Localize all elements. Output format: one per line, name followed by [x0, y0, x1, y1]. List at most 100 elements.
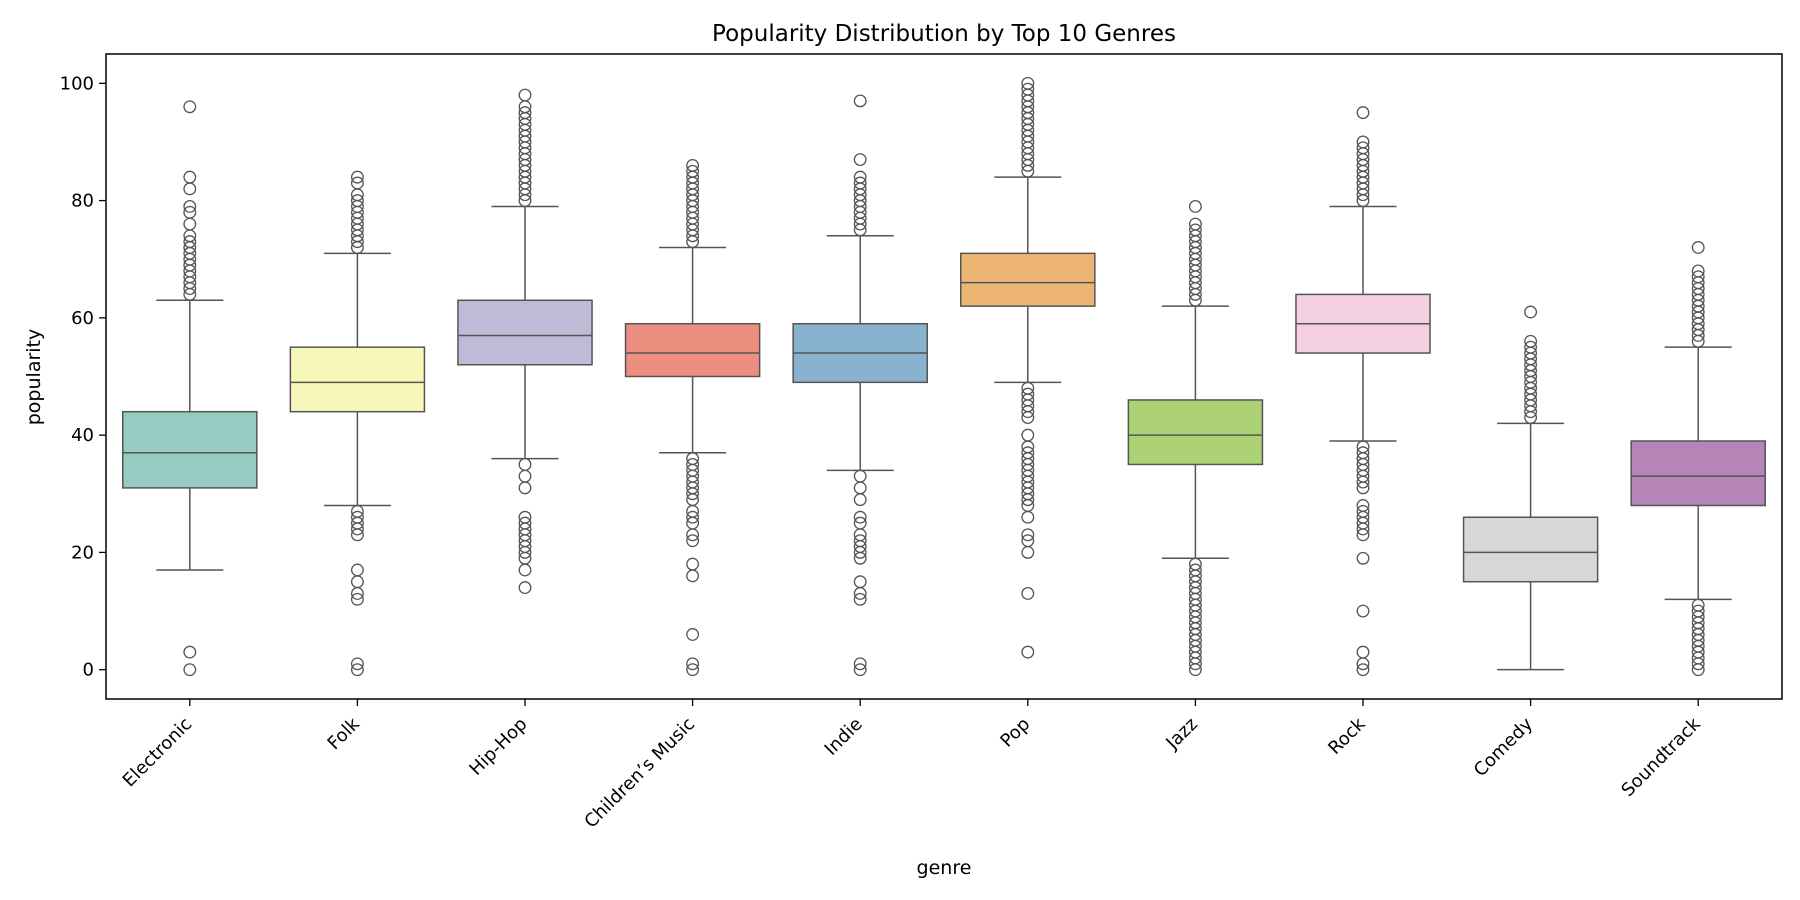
outlier-point-soundtrack	[1691, 598, 1705, 612]
outlier-point-indie	[853, 575, 867, 589]
outlier-point-comedy	[1524, 305, 1538, 319]
outlier-point-indie	[853, 176, 867, 190]
outlier-point-indie	[853, 534, 867, 548]
outlier-point-soundtrack	[1691, 264, 1705, 278]
outlier-point-electronic	[183, 235, 197, 249]
outlier-point-pop	[1021, 76, 1035, 90]
outlier-point-indie	[853, 592, 867, 606]
outlier-point-jazz	[1188, 200, 1202, 213]
outlier-point-hip-hop	[518, 563, 532, 577]
outlier-point-indie	[853, 481, 867, 495]
outlier-point-comedy	[1524, 340, 1538, 354]
outlier-point-indie	[853, 153, 867, 166]
outlier-point-pop	[1021, 587, 1035, 600]
outlier-point-indie	[853, 510, 867, 524]
y-tick-label: 80	[71, 191, 94, 212]
outlier-point-hip-hop	[518, 516, 532, 530]
outlier-point-folk	[350, 510, 364, 524]
outlier-point-children-s-music	[686, 663, 700, 677]
outlier-point-rock	[1356, 499, 1370, 512]
box-folk	[289, 346, 426, 413]
outlier-point-hip-hop	[518, 481, 532, 495]
outlier-point-rock	[1356, 141, 1370, 155]
outlier-point-soundtrack	[1691, 604, 1705, 618]
plot-area-frame	[105, 53, 1783, 700]
outlier-point-rock	[1356, 440, 1370, 454]
outlier-point-children-s-music	[686, 569, 700, 583]
x-tick-label-pop: Pop	[996, 714, 1034, 752]
outlier-point-jazz	[1188, 217, 1202, 231]
outlier-point-electronic	[183, 182, 197, 196]
outlier-point-indie	[853, 516, 867, 530]
y-tick-label: 60	[71, 308, 94, 329]
outlier-point-pop	[1021, 387, 1035, 401]
outlier-point-electronic	[183, 205, 197, 219]
outlier-point-folk	[350, 592, 364, 606]
outlier-point-hip-hop	[518, 106, 532, 120]
outlier-point-pop	[1021, 534, 1035, 548]
outlier-point-jazz	[1188, 223, 1202, 237]
outlier-point-folk	[350, 194, 364, 208]
outlier-point-indie	[853, 657, 867, 671]
outlier-point-electronic	[183, 663, 197, 677]
box-pop	[960, 252, 1096, 307]
outlier-point-rock	[1356, 663, 1370, 677]
x-tick-label-comedy: Comedy	[1470, 713, 1538, 781]
y-tick-label: 40	[71, 425, 94, 446]
outlier-point-folk	[350, 176, 364, 190]
outlier-point-hip-hop	[518, 581, 532, 595]
outlier-point-children-s-music	[686, 657, 700, 671]
x-tick-label-soundtrack: Soundtrack	[1617, 713, 1705, 801]
outlier-point-folk	[350, 563, 364, 577]
outlier-point-folk	[350, 504, 364, 518]
box-soundtrack	[1630, 440, 1766, 507]
outlier-point-pop	[1021, 528, 1035, 542]
outlier-point-children-s-music	[686, 628, 700, 641]
outlier-point-children-s-music	[686, 557, 700, 571]
outlier-point-jazz	[1188, 563, 1202, 577]
outlier-point-rock	[1356, 645, 1370, 659]
outlier-point-rock	[1356, 135, 1370, 149]
y-axis-label: popularity	[23, 329, 45, 426]
outlier-point-children-s-music	[686, 510, 700, 524]
outlier-point-pop	[1021, 381, 1035, 395]
outlier-point-soundtrack	[1691, 241, 1705, 254]
outlier-point-hip-hop	[518, 458, 532, 471]
outlier-point-children-s-music	[686, 158, 700, 172]
outlier-point-children-s-music	[686, 534, 700, 548]
outlier-point-folk	[350, 575, 364, 589]
chart-title: Popularity Distribution by Top 10 Genres	[712, 21, 1176, 47]
outlier-point-electronic	[183, 100, 197, 114]
x-tick-label-jazz: Jazz	[1161, 714, 1201, 754]
outlier-point-soundtrack	[1691, 270, 1705, 284]
outlier-point-hip-hop	[518, 88, 532, 102]
x-axis-label: genre	[917, 857, 972, 879]
outlier-point-indie	[853, 170, 867, 184]
y-tick-label: 100	[60, 73, 94, 94]
outlier-point-pop	[1021, 82, 1035, 96]
x-tick-label-children-s-music: Children’s Music	[580, 714, 699, 833]
outlier-point-jazz	[1188, 557, 1202, 571]
y-tick-label: 0	[83, 660, 94, 681]
outlier-point-indie	[853, 493, 867, 507]
outlier-point-folk	[350, 663, 364, 677]
outlier-point-electronic	[183, 217, 197, 231]
outlier-point-rock	[1356, 551, 1370, 565]
x-tick-label-hip-hop: Hip-Hop	[465, 714, 531, 780]
x-tick-label-folk: Folk	[324, 713, 365, 754]
outlier-point-rock	[1356, 604, 1370, 618]
outlier-point-rock	[1356, 446, 1370, 460]
outlier-point-folk	[350, 170, 364, 184]
outlier-point-electronic	[183, 645, 197, 659]
outlier-point-pop	[1021, 645, 1035, 659]
outlier-point-children-s-music	[686, 452, 700, 466]
box-comedy	[1462, 516, 1599, 583]
box-children-s-music	[624, 322, 761, 378]
x-tick-label-electronic: Electronic	[119, 714, 197, 792]
outlier-point-indie	[853, 469, 867, 483]
outlier-point-pop	[1021, 446, 1035, 460]
outlier-point-indie	[853, 94, 867, 108]
outlier-point-hip-hop	[518, 469, 532, 483]
outlier-point-hip-hop	[518, 510, 532, 524]
